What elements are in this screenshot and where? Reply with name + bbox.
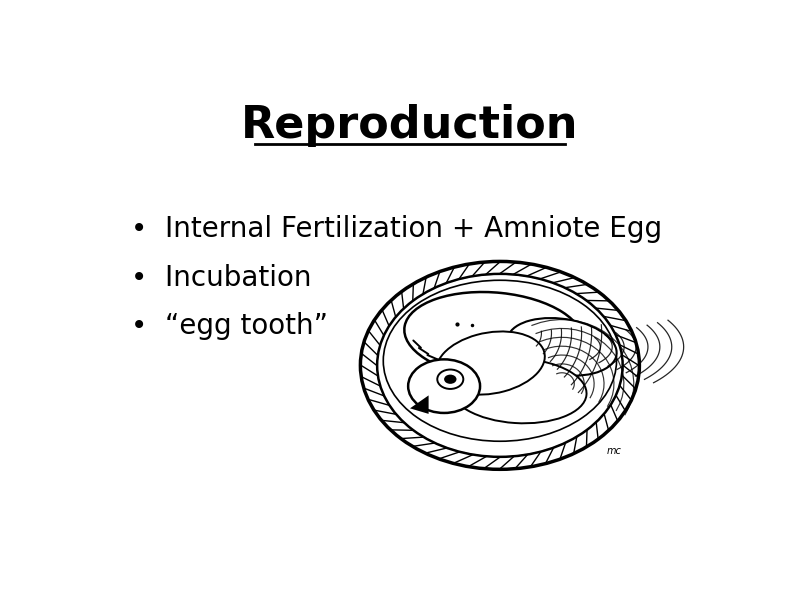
Ellipse shape bbox=[450, 358, 586, 424]
Ellipse shape bbox=[436, 331, 545, 395]
Circle shape bbox=[380, 276, 620, 455]
Text: •  Internal Fertilization + Amniote Egg: • Internal Fertilization + Amniote Egg bbox=[131, 215, 662, 243]
Circle shape bbox=[408, 359, 480, 413]
Text: •  “egg tooth”: • “egg tooth” bbox=[131, 312, 328, 340]
Text: mc: mc bbox=[607, 446, 622, 456]
Ellipse shape bbox=[404, 292, 583, 379]
Text: •  Incubation: • Incubation bbox=[131, 264, 311, 292]
Text: Reproduction: Reproduction bbox=[242, 104, 578, 148]
Polygon shape bbox=[410, 395, 429, 414]
Circle shape bbox=[438, 370, 463, 389]
Ellipse shape bbox=[507, 318, 617, 376]
Circle shape bbox=[444, 374, 457, 384]
Circle shape bbox=[361, 262, 639, 469]
